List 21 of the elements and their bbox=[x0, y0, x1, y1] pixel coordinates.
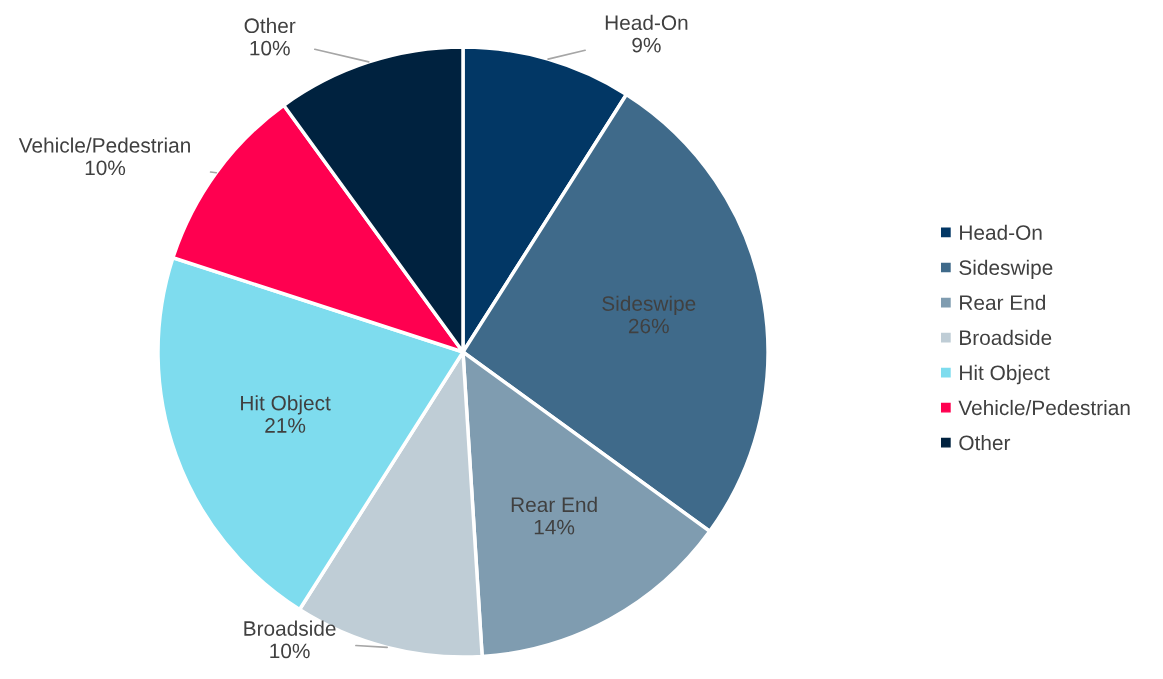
legend-label: Rear End bbox=[960, 294, 1046, 311]
data-label: 14% bbox=[534, 519, 575, 535]
slice-label: Sideswipe bbox=[602, 295, 696, 316]
legend-label: Vehicle/Pedestrian bbox=[958, 399, 1130, 416]
slice-label: Rear End bbox=[511, 496, 597, 513]
data-label: 10% bbox=[270, 643, 310, 659]
legend-label: Head-On bbox=[960, 224, 1042, 240]
legend-label: Other bbox=[959, 434, 1011, 451]
slice-label: Hit Object bbox=[241, 395, 331, 415]
legend-label: Sideswipe bbox=[959, 259, 1053, 280]
data-label: 26% bbox=[628, 318, 669, 334]
data-label: 10% bbox=[85, 160, 126, 176]
slice-label: Vehicle/Pedestrian bbox=[18, 137, 190, 153]
slice-label: Broadside bbox=[244, 620, 336, 636]
data-label: 9% bbox=[632, 37, 661, 53]
data-label: 21% bbox=[265, 418, 306, 433]
slice-label: Head-On bbox=[605, 14, 688, 31]
legend-label: Hit Object bbox=[960, 364, 1050, 385]
data-label: 10% bbox=[250, 40, 290, 56]
slice-label: Other bbox=[244, 17, 296, 34]
legend-label: Broadside bbox=[960, 329, 1052, 346]
